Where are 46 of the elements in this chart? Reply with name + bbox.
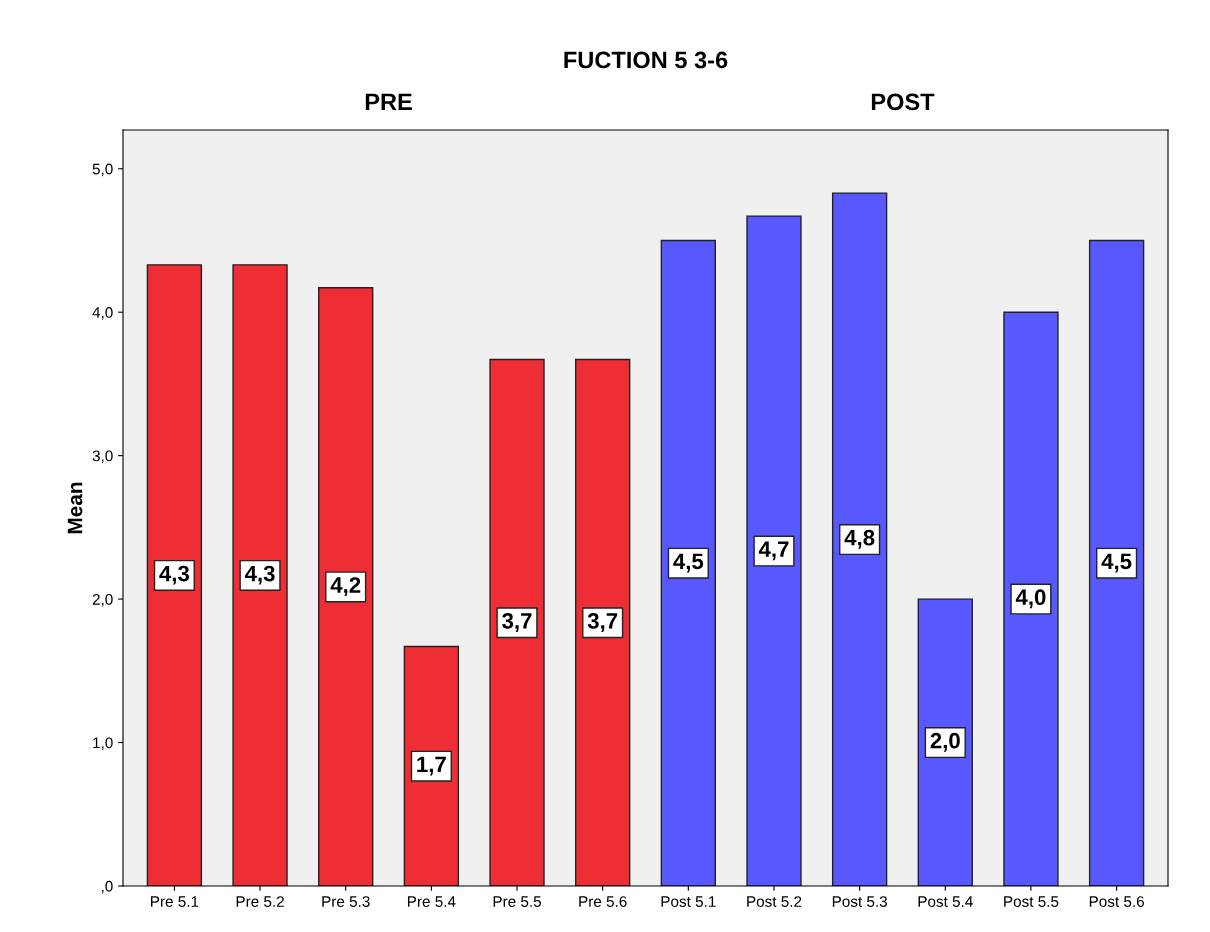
x-tick-label: Pre 5.5 [493, 896, 542, 907]
x-tick-label: Pre 5.1 [151, 896, 199, 907]
chart-title: FUCTION 5 3-6 [564, 51, 728, 69]
data-label: 4,3 [244, 565, 275, 585]
bar [917, 598, 973, 886]
x-tick-label: Post 5.3 [832, 896, 887, 907]
bar [232, 264, 288, 886]
y-tick-label: 5,0 [92, 163, 113, 177]
bar [146, 264, 203, 886]
x-tick-label: Post 5.6 [1089, 896, 1144, 907]
bar [318, 287, 374, 886]
x-tick-label: Post 5.2 [747, 896, 802, 907]
bar [831, 192, 888, 886]
y-tick-label: 4,0 [92, 307, 113, 320]
bar [574, 358, 631, 886]
y-axis-title: Mean [67, 482, 83, 534]
data-label: 1,7 [417, 756, 446, 776]
y-tick-label: 1,0 [93, 737, 113, 751]
bar [1003, 311, 1059, 886]
x-tick-label: Pre 5.6 [579, 896, 627, 907]
x-tick-label: Pre 5.2 [236, 896, 284, 907]
y-tick-label: ,0 [101, 880, 113, 894]
data-label: 4,5 [673, 553, 704, 573]
data-label: 4,8 [844, 529, 875, 549]
y-tick-label: 2,0 [92, 593, 113, 607]
data-label: 4,2 [330, 577, 361, 597]
x-tick-label: Pre 5.4 [407, 896, 456, 907]
text: PRE [365, 93, 412, 110]
x-tick-label: Post 5.4 [918, 896, 973, 907]
x-tick-label: Post 5.5 [1004, 896, 1059, 907]
data-label: 3,7 [587, 612, 618, 632]
bar [660, 239, 717, 886]
bar [1088, 239, 1145, 886]
data-label: 2,0 [930, 732, 960, 752]
bar [403, 645, 460, 886]
data-label: 4,5 [1101, 553, 1132, 573]
bar [489, 358, 545, 886]
x-tick-label: Post 5.1 [661, 896, 716, 907]
y-tick-label: 3,0 [92, 450, 113, 464]
bar [746, 215, 802, 886]
data-label: 4,0 [1015, 589, 1046, 609]
data-label: 3,7 [502, 612, 532, 632]
text: POST [871, 93, 935, 111]
x-tick-label: Pre 5.3 [322, 896, 370, 907]
data-label: 4,3 [159, 565, 190, 585]
data-label: 4,7 [758, 541, 789, 561]
